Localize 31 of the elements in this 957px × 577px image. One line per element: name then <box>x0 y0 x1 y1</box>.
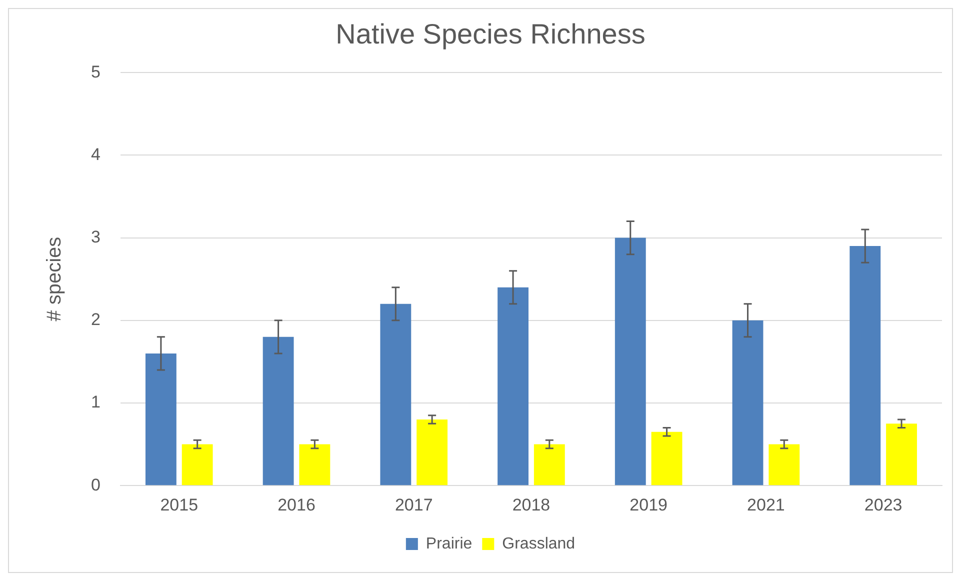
bar <box>534 444 565 486</box>
bar <box>380 304 412 486</box>
bar <box>182 444 213 486</box>
legend-label: Prairie <box>426 535 472 552</box>
y-tick-label: 2 <box>90 310 100 330</box>
y-tick-label: 1 <box>90 392 100 412</box>
bar <box>262 336 294 486</box>
legend-label: Grassland <box>502 535 576 552</box>
bar <box>498 287 528 486</box>
bar <box>651 432 682 486</box>
bar <box>886 424 917 486</box>
bar <box>299 444 330 486</box>
bar <box>614 238 646 486</box>
bar <box>145 353 176 486</box>
bar <box>416 420 448 486</box>
x-tick-label: 2018 <box>512 495 550 514</box>
x-tick-label: 2016 <box>278 495 316 514</box>
y-axis-title: # species <box>44 236 66 322</box>
x-tick-label: 2019 <box>630 495 668 514</box>
bar <box>732 320 764 486</box>
y-tick-label: 0 <box>90 475 100 494</box>
y-tick-label: 5 <box>90 62 100 82</box>
x-tick-label: 2021 <box>747 495 785 514</box>
x-tick-label: 2023 <box>864 495 902 514</box>
x-tick-label: 2015 <box>160 495 198 514</box>
bar <box>768 444 800 486</box>
chart-title: Native Species Richness <box>336 18 646 50</box>
bar <box>850 246 881 486</box>
x-tick-label: 2017 <box>394 495 433 514</box>
y-tick-label: 3 <box>90 227 100 246</box>
y-tick-label: 4 <box>90 144 100 164</box>
